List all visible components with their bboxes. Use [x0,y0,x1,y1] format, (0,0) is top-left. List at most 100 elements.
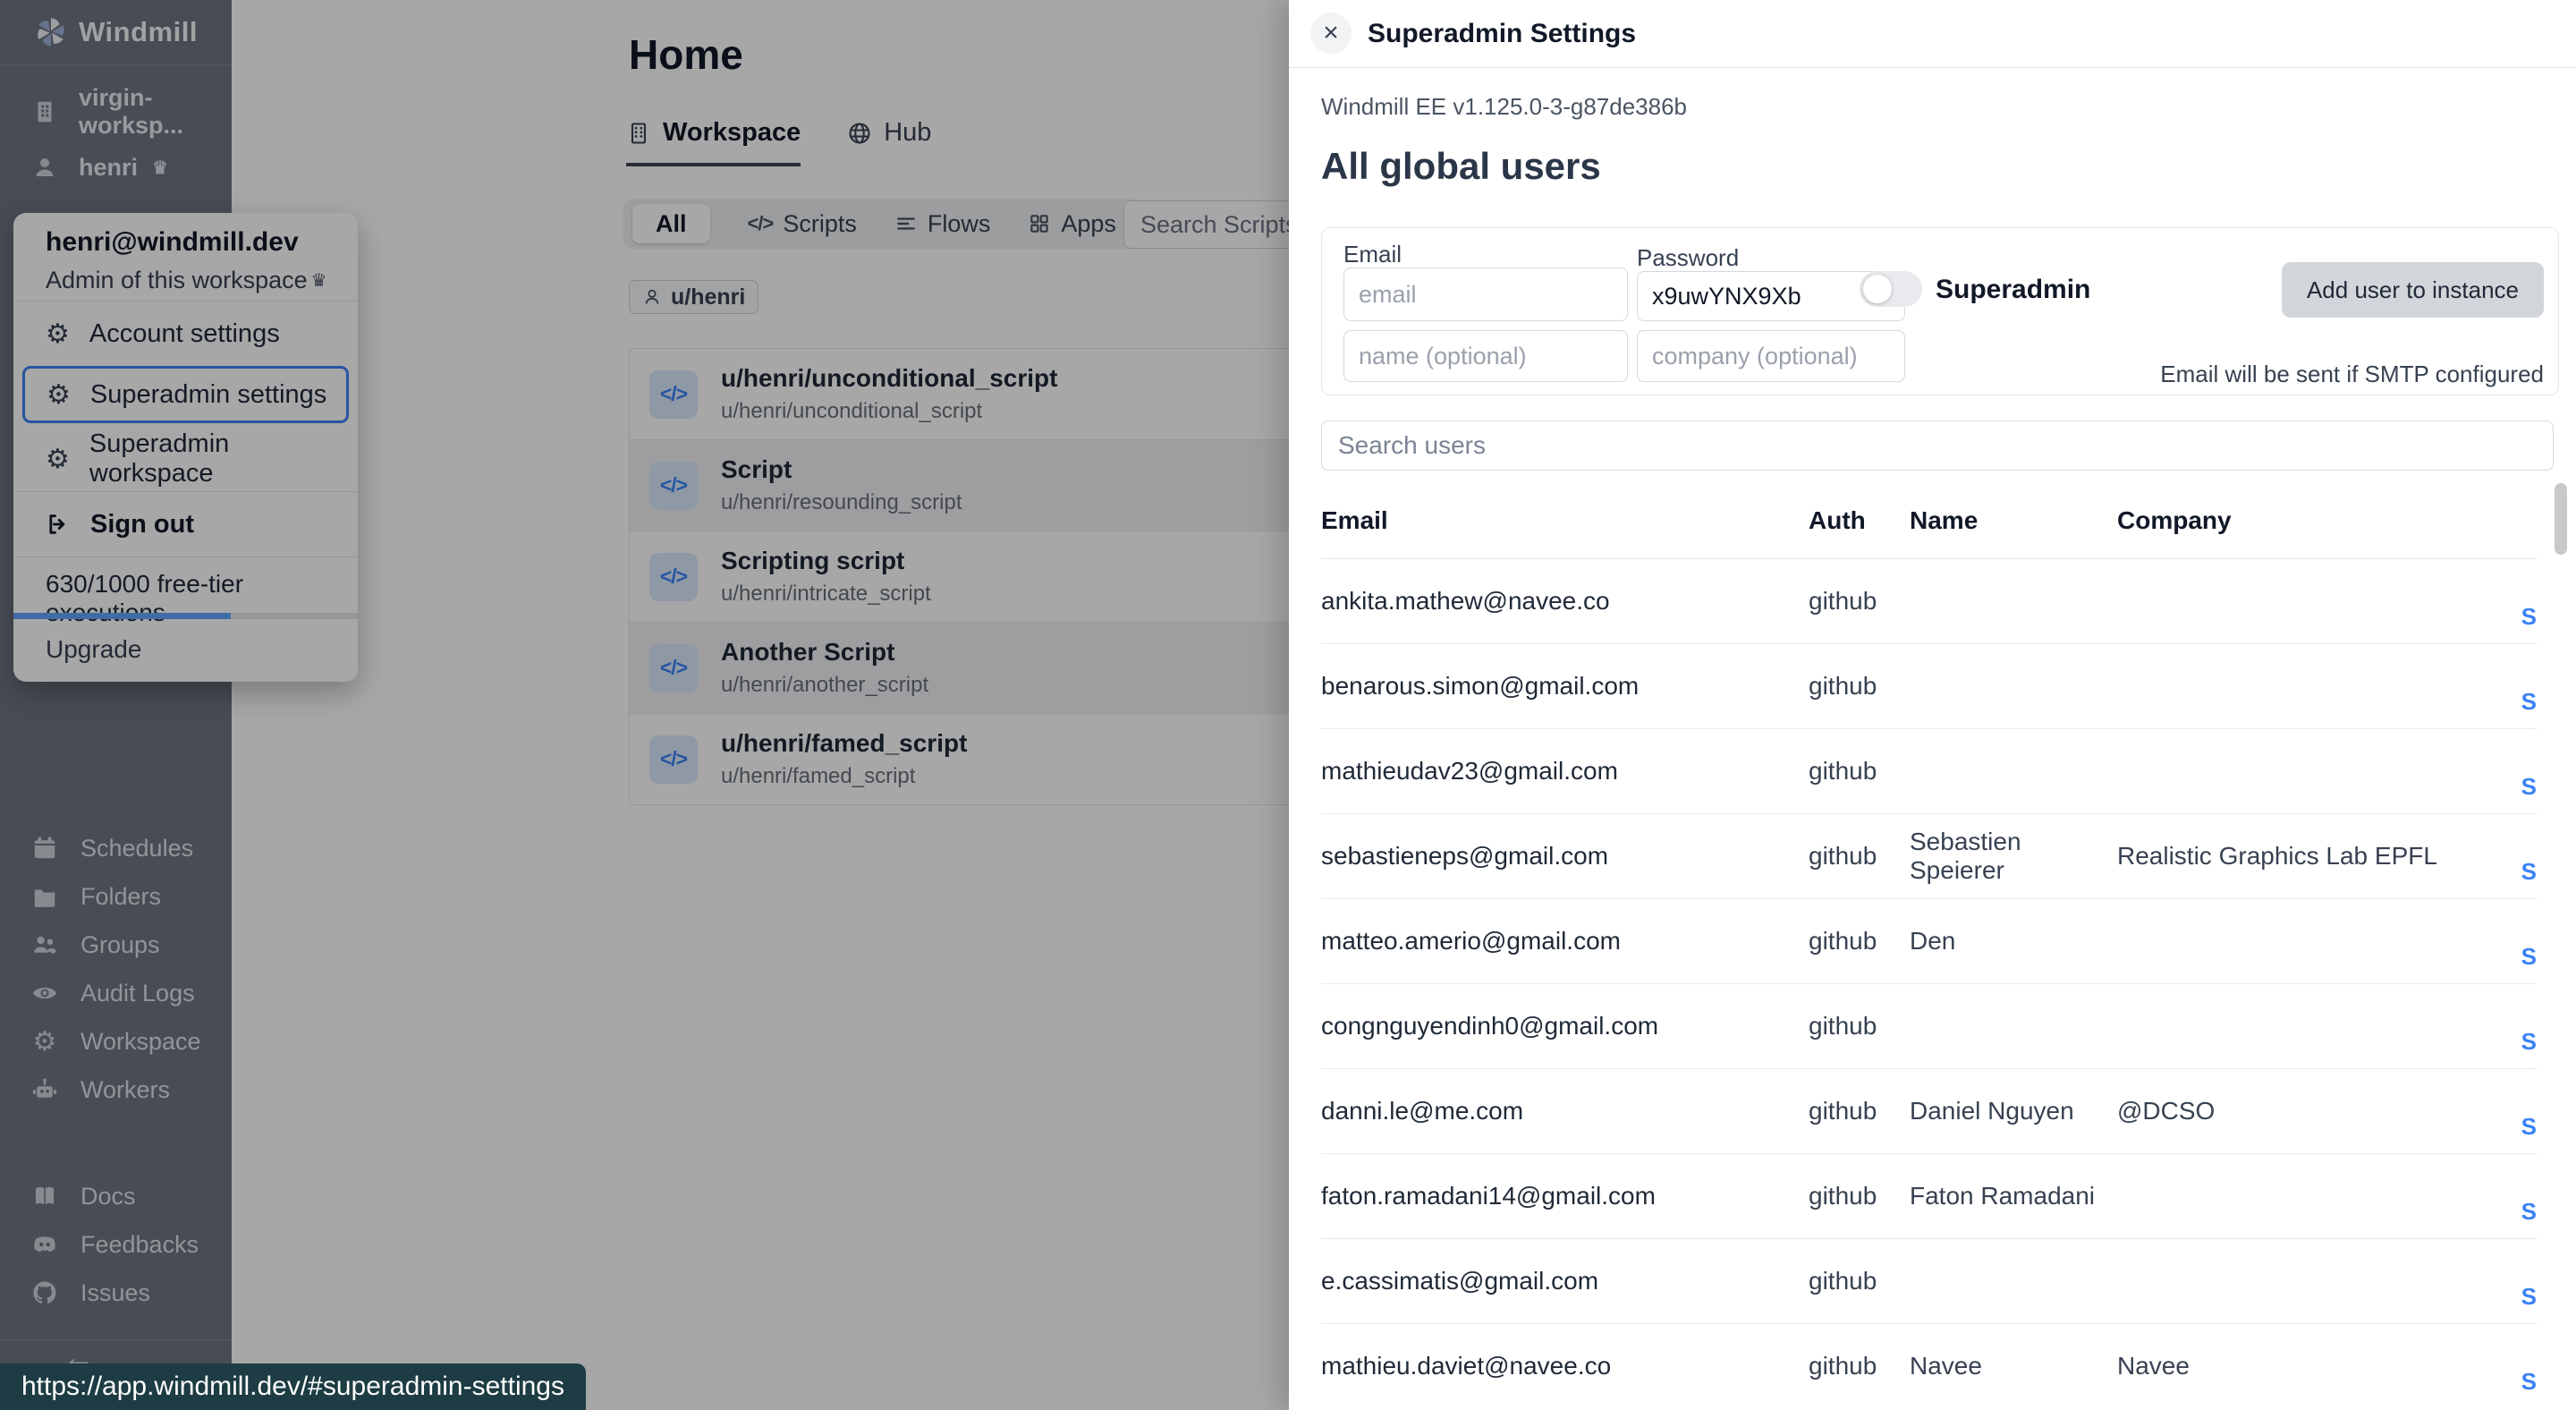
tab-hub[interactable]: Hub [847,118,931,166]
table-row: faton.ramadani14@gmail.com github Faton … [1321,1153,2537,1238]
script-title: Script [721,455,792,483]
row-action-link[interactable]: S [2521,773,2537,800]
code-icon: </> [747,212,775,234]
row-action-link[interactable]: S [2521,1368,2537,1395]
cell-email: e.cassimatis@gmail.com [1321,1267,1599,1295]
cell-name: Faton Ramadani [1910,1182,2096,1210]
cell-auth: github [1809,1012,1877,1040]
superadmin-settings-drawer: × Superadmin Settings Windmill EE v1.125… [1289,0,2576,1410]
table-row: mathieudav23@gmail.com github S [1321,728,2537,813]
gear-icon: ⚙ [32,1026,57,1057]
close-icon[interactable]: × [1310,13,1352,54]
tab-workspace[interactable]: Workspace [626,118,801,166]
menu-item-sign-out[interactable]: Sign out [13,492,358,556]
owner-filter-chip[interactable]: u/henri [629,280,759,314]
cell-email: sebastieneps@gmail.com [1321,842,1609,870]
script-code-icon: </> [649,461,698,510]
user-icon [30,153,59,182]
sidebar-item-audit-logs[interactable]: Audit Logs [0,969,232,1017]
users-table: Email Auth Name Company ankita.mathew@na… [1321,501,2537,1408]
cell-email: matteo.amerio@gmail.com [1321,927,1621,955]
sidebar-divider [0,1339,232,1340]
menu-item-account-settings[interactable]: ⚙ Account settings [13,302,358,366]
filter-scripts-button[interactable]: </> Scripts [748,210,857,238]
sidebar-item-workers[interactable]: Workers [0,1066,232,1114]
email-label: Email [1343,241,1402,268]
sidebar-user-label: henri [79,153,139,181]
filter-label: All [656,209,687,237]
filter-all-button[interactable]: All [632,204,710,243]
menu-item-upgrade[interactable]: Upgrade [46,635,142,663]
table-row: e.cassimatis@gmail.com github S [1321,1238,2537,1323]
cell-auth: github [1809,757,1877,785]
row-action-link[interactable]: S [2521,858,2537,885]
column-header-company: Company [2117,506,2232,534]
menu-item-label: Sign out [90,509,194,539]
sidebar-item-label: Folders [80,882,162,910]
sidebar-item-groups[interactable]: Groups [0,921,232,969]
crown-icon: ♛ [152,157,168,178]
cell-email: mathieu.daviet@navee.co [1321,1352,1612,1380]
sidebar-item-workspace-settings[interactable]: ⚙ Workspace [0,1017,232,1066]
gear-icon: ⚙ [46,444,70,474]
sidebar-item-schedules[interactable]: Schedules [0,824,232,872]
script-path: u/henri/resounding_script [721,490,962,514]
version-label: Windmill EE v1.125.0-3-g87de386b [1321,93,1688,120]
column-header-auth: Auth [1809,506,1866,534]
cell-auth: github [1809,672,1877,700]
table-row: ankita.mathew@navee.co github S [1321,558,2537,643]
cell-auth: github [1809,1267,1877,1295]
filter-apps-button[interactable]: Apps [1028,210,1116,238]
users-table-body: ankita.mathew@navee.co github S benarous… [1321,558,2537,1408]
scrollbar-thumb[interactable] [2555,483,2567,555]
sidebar-item-feedbacks[interactable]: Feedbacks [0,1220,232,1269]
script-path: u/henri/intricate_script [721,582,931,606]
email-field[interactable] [1343,268,1628,321]
menu-item-superadmin-workspace[interactable]: ⚙ Superadmin workspace [13,427,358,491]
calendar-icon [30,834,59,862]
add-user-button[interactable]: Add user to instance [2281,262,2544,318]
search-users-input[interactable] [1321,420,2554,471]
cell-auth: github [1809,587,1877,615]
name-field[interactable] [1343,330,1628,382]
sidebar-item-label: Audit Logs [80,979,195,1007]
filter-flows-button[interactable]: Flows [894,210,990,238]
globe-icon [847,121,872,146]
row-action-link[interactable]: S [2521,603,2537,630]
script-path: u/henri/unconditional_script [721,399,983,423]
sidebar-item-user[interactable]: henri ♛ [0,145,232,190]
row-action-link[interactable]: S [2521,1028,2537,1055]
sidebar-item-folders[interactable]: Folders [0,872,232,921]
cell-company: @DCSO [2117,1097,2216,1125]
folder-icon [30,882,59,911]
crown-icon: ♛ [310,271,327,291]
gear-icon: ⚙ [47,379,71,410]
sidebar-item-label: Docs [80,1182,136,1210]
menu-item-superadmin-settings[interactable]: ⚙ Superadmin settings [22,366,349,423]
sidebar-item-docs[interactable]: Docs [0,1172,232,1220]
table-row: benarous.simon@gmail.com github S [1321,643,2537,728]
row-action-link[interactable]: S [2521,1113,2537,1140]
building-icon [626,121,651,146]
menu-divider [13,556,358,557]
cell-email: congnguyendinh0@gmail.com [1321,1012,1659,1040]
eye-icon [30,979,59,1007]
column-header-email: Email [1321,506,1388,534]
row-action-link[interactable]: S [2521,688,2537,715]
drawer-header: × Superadmin Settings [1289,0,2576,68]
sidebar-item-label: Feedbacks [80,1230,199,1258]
table-row: matteo.amerio@gmail.com github Den S [1321,898,2537,983]
page-title: Home [629,31,743,78]
superadmin-toggle[interactable] [1860,271,1922,307]
cell-auth: github [1809,842,1877,870]
row-action-link[interactable]: S [2521,1198,2537,1225]
row-action-link[interactable]: S [2521,1283,2537,1310]
user-icon [642,287,662,307]
sidebar-item-workspace-switcher[interactable]: virgin-worksp... [0,84,232,139]
password-label: Password [1637,244,1740,271]
sidebar-item-issues[interactable]: Issues [0,1269,232,1317]
row-action-link[interactable]: S [2521,943,2537,970]
company-field[interactable] [1637,330,1905,382]
script-code-icon: </> [649,552,698,601]
